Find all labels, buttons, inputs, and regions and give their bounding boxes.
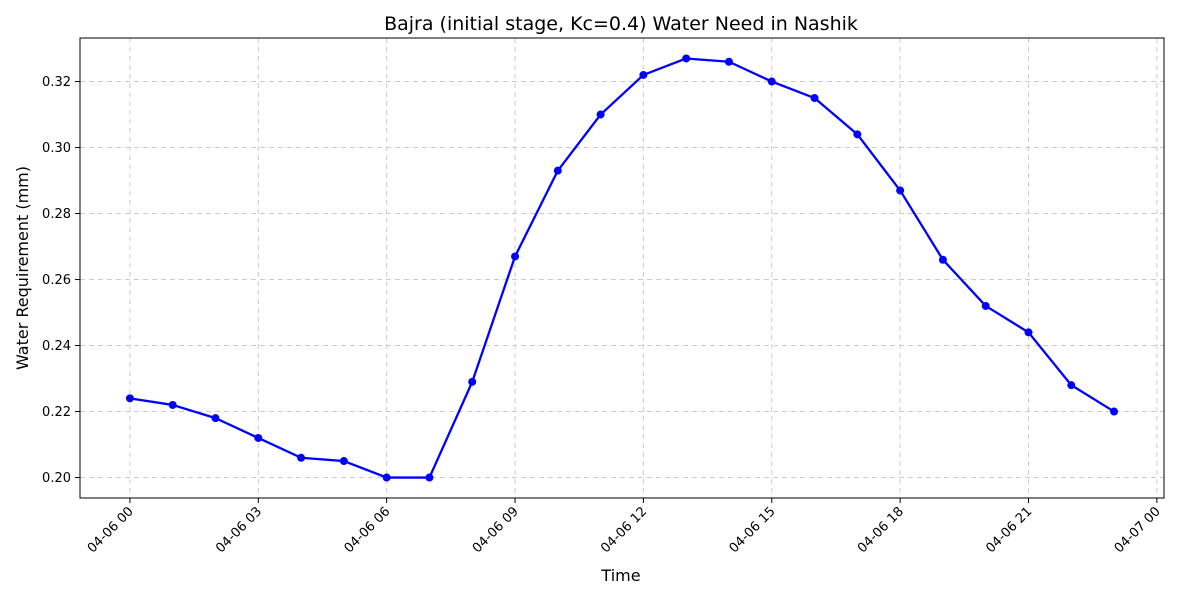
x-tick-label: 04-06 18	[855, 504, 907, 556]
y-tick-label: 0.22	[42, 405, 71, 420]
data-point	[639, 70, 648, 79]
chart-title: Bajra (initial stage, Kc=0.4) Water Need…	[384, 13, 858, 35]
data-point	[853, 130, 862, 139]
y-axis-label: Water Requirement (mm)	[13, 166, 32, 370]
data-point	[468, 377, 477, 386]
plot-frame	[79, 37, 1165, 499]
x-tick-label: 04-06 09	[470, 504, 522, 556]
y-axis-ticks: 0.20 0.22 0.24 0.26 0.28 0.30 0.32	[42, 75, 80, 486]
data-point	[1067, 381, 1076, 390]
data-point	[981, 301, 990, 310]
y-tick-label: 0.24	[42, 339, 71, 354]
y-tick-label: 0.32	[42, 75, 71, 90]
x-tick-label: 04-06 03	[213, 504, 265, 556]
data-point	[596, 110, 605, 119]
data-point	[425, 473, 434, 482]
y-tick-label: 0.20	[42, 471, 71, 486]
series-water-requirement	[125, 54, 1119, 482]
data-point	[254, 433, 263, 442]
data-point	[168, 400, 177, 409]
data-point	[553, 166, 562, 175]
data-point	[724, 57, 733, 66]
data-point	[682, 54, 691, 63]
data-point	[382, 473, 391, 482]
x-tick-label: 04-06 00	[85, 504, 137, 556]
data-point	[938, 255, 947, 264]
data-point	[896, 186, 905, 195]
series-line	[129, 57, 1115, 479]
y-tick-label: 0.30	[42, 141, 71, 156]
data-point	[125, 394, 134, 403]
data-point	[1110, 407, 1119, 416]
data-point	[1024, 328, 1033, 337]
x-tick-label: 04-06 15	[727, 504, 779, 556]
x-tick-label: 04-06 12	[598, 504, 650, 556]
x-tick-label: 04-06 21	[983, 504, 1035, 556]
x-axis-label: Time	[600, 566, 640, 585]
grid-lines	[80, 38, 1164, 498]
data-point	[767, 77, 776, 86]
data-point	[810, 94, 819, 103]
x-tick-label: 04-07 00	[1112, 504, 1164, 556]
x-tick-label: 04-06 06	[342, 504, 394, 556]
x-axis-ticks: 04-06 00 04-06 03 04-06 06 04-06 09 04-06 12…	[85, 498, 1164, 556]
data-point	[211, 414, 220, 423]
data-point	[511, 252, 520, 261]
y-tick-label: 0.26	[42, 273, 71, 288]
y-tick-label: 0.28	[42, 207, 71, 222]
data-point	[339, 457, 348, 466]
data-point	[297, 453, 306, 462]
